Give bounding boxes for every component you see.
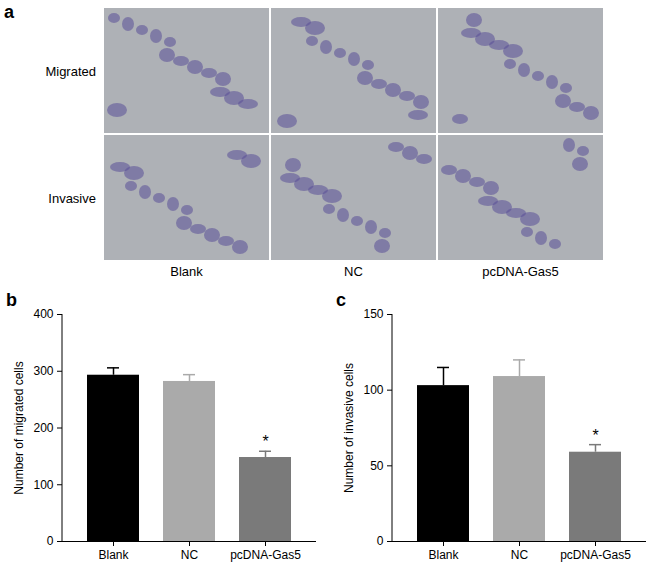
- svg-text:Migrated: Migrated: [45, 64, 96, 79]
- svg-text:Blank: Blank: [170, 264, 203, 279]
- svg-text:300: 300: [33, 364, 53, 378]
- svg-text:NC: NC: [344, 264, 363, 279]
- svg-text:Number of invasive cells: Number of invasive cells: [342, 363, 356, 493]
- svg-text:400: 400: [33, 307, 53, 321]
- html-text:b: b: [6, 290, 17, 310]
- svg-text:100: 100: [363, 383, 383, 397]
- svg-text:pcDNA-Gas5: pcDNA-Gas5: [230, 548, 301, 562]
- svg-text:a: a: [4, 2, 15, 22]
- svg-text:Number of migrated cells: Number of migrated cells: [12, 361, 26, 494]
- svg-text:50: 50: [370, 459, 384, 473]
- svg-text:*: *: [592, 427, 598, 444]
- svg-text:150: 150: [363, 307, 383, 321]
- svg-text:*: *: [262, 433, 268, 450]
- svg-text:200: 200: [33, 421, 53, 435]
- svg-text:Invasive: Invasive: [48, 191, 96, 206]
- svg-text:pcDNA-Gas5: pcDNA-Gas5: [560, 548, 631, 562]
- svg-text:pcDNA-Gas5: pcDNA-Gas5: [482, 264, 559, 279]
- html-text:c: c: [336, 290, 346, 310]
- svg-text:100: 100: [33, 478, 53, 492]
- svg-text:0: 0: [47, 534, 54, 548]
- svg-text:Blank: Blank: [98, 548, 129, 562]
- svg-text:0: 0: [377, 534, 384, 548]
- svg-text:NC: NC: [181, 548, 199, 562]
- svg-text:Blank: Blank: [428, 548, 459, 562]
- svg-text:NC: NC: [511, 548, 529, 562]
